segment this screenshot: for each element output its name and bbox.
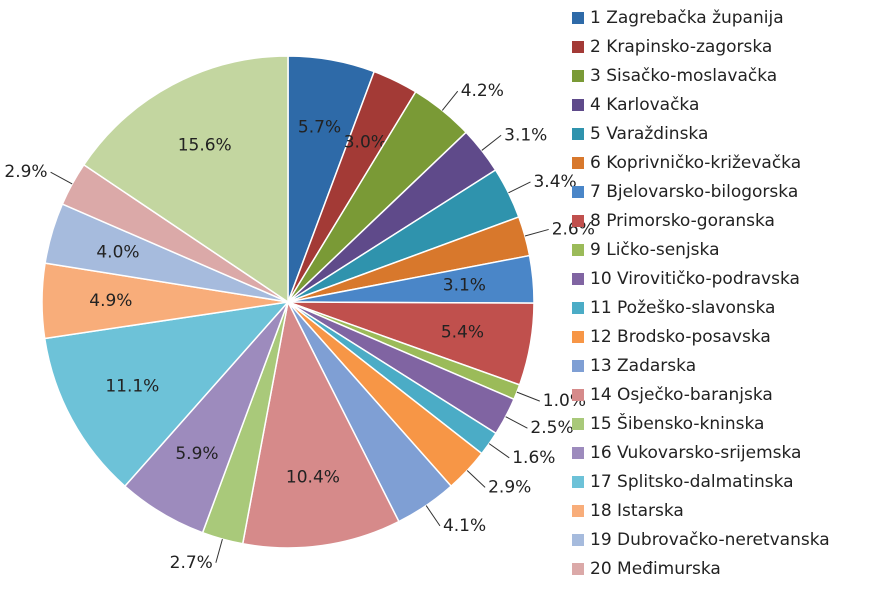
- legend-swatch: [572, 331, 584, 343]
- legend-label: 12 Brodsko-posavska: [590, 327, 771, 347]
- data-label: 2.9%: [4, 162, 47, 182]
- legend-swatch: [572, 186, 584, 198]
- pie-slice: [43, 300, 290, 488]
- pie-slice: [241, 299, 400, 549]
- legend-swatch: [572, 534, 584, 546]
- leader-line: [441, 90, 459, 111]
- data-label: 4.1%: [443, 516, 486, 536]
- data-label: 3.1%: [504, 125, 547, 145]
- legend-label: 5 Varaždinska: [590, 124, 708, 144]
- legend-label: 17 Splitsko-dalmatinska: [590, 472, 794, 492]
- data-label: 3.0%: [344, 133, 387, 153]
- legend-label: 6 Koprivničko-križevačka: [590, 153, 801, 173]
- legend-swatch: [572, 99, 584, 111]
- legend-swatch: [572, 41, 584, 53]
- data-label: 2.5%: [530, 418, 573, 438]
- leader-line: [50, 171, 73, 185]
- leader-line: [481, 134, 502, 151]
- legend-label: 4 Karlovačka: [590, 95, 699, 115]
- legend-label: 16 Vukovarsko-srijemska: [590, 443, 801, 463]
- legend-label: 11 Požeško-slavonska: [590, 298, 775, 318]
- leader-line: [508, 181, 531, 194]
- leader-line: [524, 228, 549, 237]
- data-label: 2.6%: [552, 219, 595, 239]
- data-label: 11.1%: [105, 377, 159, 397]
- legend-label: 13 Zadarska: [590, 356, 696, 376]
- legend-label: 2 Krapinsko-zagorska: [590, 37, 772, 57]
- data-label: 4.9%: [89, 291, 132, 311]
- data-label: 4.0%: [96, 242, 139, 262]
- data-label: 5.9%: [175, 444, 218, 464]
- legend-swatch: [572, 360, 584, 372]
- legend-swatch: [572, 447, 584, 459]
- legend-swatch: [572, 563, 584, 575]
- legend-label: 14 Osječko-baranjska: [590, 385, 773, 405]
- data-label: 2.7%: [170, 553, 213, 573]
- legend-swatch: [572, 302, 584, 314]
- legend-label: 7 Bjelovarsko-bilogorska: [590, 182, 798, 202]
- legend-swatch: [572, 476, 584, 488]
- leader-line: [505, 416, 528, 429]
- legend-label: 9 Ličko-senjska: [590, 240, 719, 260]
- data-label: 5.4%: [441, 323, 484, 343]
- pie-slice: [82, 55, 289, 304]
- legend-label: 8 Primorsko-goranska: [590, 211, 775, 231]
- leader-line: [466, 470, 486, 488]
- data-label: 1.6%: [512, 448, 555, 468]
- legend-swatch: [572, 505, 584, 517]
- legend-label: 20 Međimurska: [590, 559, 721, 579]
- legend-label: 1 Zagrebačka županija: [590, 8, 784, 28]
- data-label: 3.1%: [443, 276, 486, 296]
- leader-line: [516, 391, 540, 402]
- leader-line: [425, 505, 441, 527]
- data-label: 15.6%: [178, 136, 232, 156]
- data-label: 5.7%: [298, 118, 341, 138]
- legend-swatch: [572, 215, 584, 227]
- leader-line: [215, 538, 223, 563]
- data-label: 2.9%: [488, 477, 531, 497]
- data-label: 3.4%: [533, 172, 576, 192]
- leader-line: [488, 443, 510, 459]
- legend-swatch: [572, 418, 584, 430]
- legend-label: 3 Sisačko-moslavačka: [590, 66, 777, 86]
- legend-swatch: [572, 273, 584, 285]
- data-label: 4.2%: [461, 81, 504, 101]
- legend-swatch: [572, 157, 584, 169]
- legend-label: 10 Virovitičko-podravska: [590, 269, 800, 289]
- legend-label: 19 Dubrovačko-neretvanska: [590, 530, 830, 550]
- legend-swatch: [572, 128, 584, 140]
- legend-swatch: [572, 12, 584, 24]
- data-label: 10.4%: [286, 467, 340, 487]
- legend-label: 15 Šibensko-kninska: [590, 412, 764, 434]
- legend-swatch: [572, 389, 584, 401]
- legend-swatch: [572, 70, 584, 82]
- legend-swatch: [572, 244, 584, 256]
- legend-label: 18 Istarska: [590, 501, 684, 521]
